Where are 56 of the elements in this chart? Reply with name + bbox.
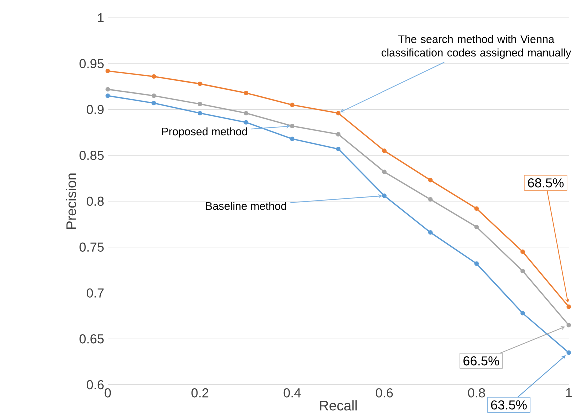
point [336, 132, 341, 137]
x-tick-label: 0.2 [192, 388, 209, 398]
point [566, 304, 572, 310]
x-axis-title: Recall [320, 400, 357, 411]
point [290, 102, 295, 108]
point [290, 136, 295, 142]
data-label: 63.5% [491, 400, 527, 410]
point [198, 82, 202, 86]
point [106, 68, 110, 74]
point [474, 224, 480, 230]
point [290, 124, 295, 129]
point [428, 178, 433, 183]
point [244, 120, 249, 125]
point [382, 194, 387, 198]
y-tick-label: 0.65 [80, 334, 104, 344]
point [382, 148, 387, 154]
y-axis-title: Precision [66, 174, 76, 230]
point [474, 206, 480, 212]
y-tick-label: 1 [98, 14, 104, 22]
point [244, 111, 249, 116]
x-tick-label: 0.8 [468, 388, 486, 398]
x-tick-label: 1 [566, 388, 572, 398]
point [382, 170, 387, 174]
data-label: 66.5% [464, 356, 500, 366]
point [428, 197, 433, 202]
point [106, 94, 110, 98]
point [566, 350, 572, 356]
point [152, 101, 156, 106]
point [566, 323, 572, 328]
point [520, 268, 526, 274]
point [520, 311, 526, 316]
point [520, 250, 526, 254]
point [336, 146, 341, 152]
x-tick-label: 0.6 [376, 388, 394, 398]
point [198, 102, 202, 106]
point [336, 111, 341, 116]
y-tick-label: 0.75 [80, 242, 104, 252]
y-tick-label: 0.85 [80, 151, 104, 160]
y-tick-label: 0.8 [86, 196, 104, 206]
y-tick-label: 0.95 [80, 59, 104, 68]
y-tick-label: 0.9 [86, 105, 104, 114]
y-tick-label: 0.7 [86, 288, 104, 298]
point [152, 74, 156, 79]
data-label: 68.5% [528, 178, 564, 188]
series-label: Proposed method [162, 128, 248, 138]
text: The search method with Vienna classification codes assigned manually [382, 35, 572, 59]
text: Baseline method [206, 202, 286, 210]
point [474, 262, 480, 266]
x-tick-label: 0.4 [284, 388, 302, 398]
point [152, 94, 156, 98]
point [428, 230, 433, 235]
y-tick-label: 0.6 [86, 380, 104, 390]
point [198, 111, 202, 116]
point [244, 90, 249, 96]
point [106, 87, 110, 92]
x-tick-label: 0 [104, 388, 112, 398]
